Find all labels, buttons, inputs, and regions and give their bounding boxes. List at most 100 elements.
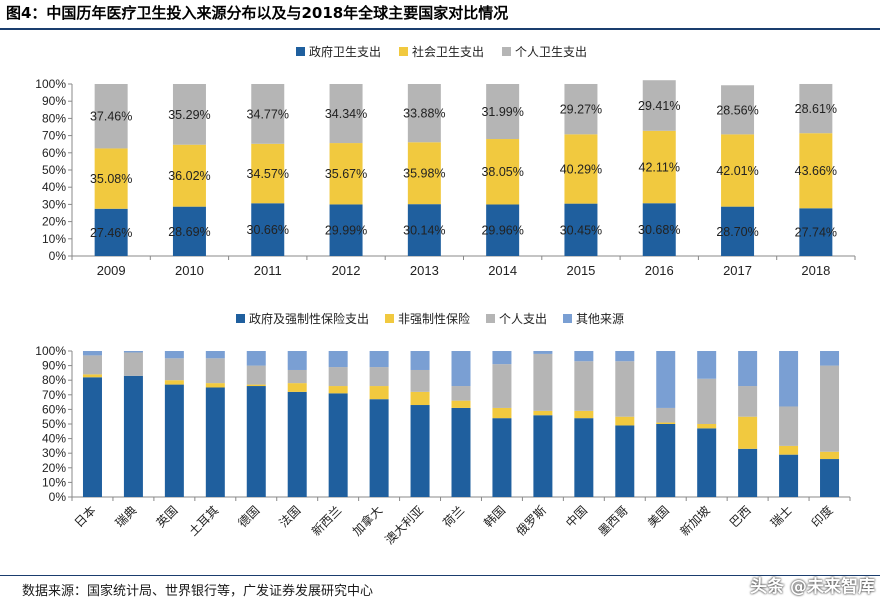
y-tick-label: 10% [42, 475, 66, 489]
bar-segment [328, 393, 348, 497]
bar-segment [492, 351, 512, 365]
bar-segment [779, 445, 799, 455]
watermark: 头条 @未来智库 [750, 577, 875, 597]
y-tick-label: 70% [42, 129, 66, 143]
bar-segment [697, 351, 717, 379]
data-label: 38.05% [481, 165, 523, 179]
bar-segment [486, 84, 520, 140]
bar-segment [779, 454, 799, 497]
bar-segment [82, 351, 102, 356]
legend-label: 非强制性保险 [398, 311, 470, 326]
bar-segment [738, 351, 758, 387]
data-label: 34.34% [325, 107, 367, 121]
x-tick-label: 2014 [488, 263, 517, 278]
bar-segment [407, 84, 441, 143]
bar-segment [820, 459, 840, 497]
figure-title: 图4：中国历年医疗卫生投入来源分布以及与2018年全球主要国家对比情况 [6, 4, 509, 22]
x-tick-label: 日本 [72, 503, 99, 530]
data-label: 30.66% [247, 223, 289, 237]
bar-segment [369, 367, 389, 387]
x-tick-label: 2016 [645, 263, 674, 278]
bar-segment [721, 134, 755, 207]
bar-segment [779, 406, 799, 446]
data-label: 31.99% [481, 105, 523, 119]
y-tick-label: 30% [42, 446, 66, 460]
data-label: 28.69% [168, 225, 210, 239]
bar-segment [164, 358, 184, 381]
y-tick-label: 30% [42, 197, 66, 211]
bar-segment [369, 386, 389, 400]
y-tick-label: 60% [42, 146, 66, 160]
bar-segment [615, 361, 635, 417]
x-tick-label: 土耳其 [186, 503, 221, 538]
bar-segment [738, 448, 758, 497]
legend-label: 政府及强制性保险支出 [249, 311, 369, 326]
y-tick-label: 0% [49, 249, 67, 263]
bar-segment [533, 415, 553, 497]
chart-country-comparison: 政府及强制性保险支出 非强制性保险 个人支出 其他来源 0%10%20%30%40%50… [35, 311, 851, 547]
bar-segment [251, 143, 285, 204]
bar-segment [451, 400, 471, 408]
bar-segment [721, 85, 755, 135]
bar-segment [799, 133, 833, 209]
bar-segment [451, 386, 471, 401]
x-tick-label: 新西兰 [308, 503, 344, 539]
bar-segment [492, 364, 512, 408]
x-tick-label: 印度 [808, 503, 836, 531]
x-tick-label: 美国 [645, 503, 672, 530]
bar-segment [799, 208, 833, 256]
legend-swatch [486, 314, 495, 323]
x-tick-label: 中国 [562, 503, 590, 531]
legend-label: 个人卫生支出 [515, 45, 587, 59]
bar-segment [410, 369, 430, 392]
bar-segment [738, 416, 758, 449]
data-label: 43.66% [795, 164, 837, 178]
y-tick-label: 20% [42, 215, 66, 229]
legend-swatch [502, 47, 511, 56]
y-tick-label: 0% [49, 490, 67, 504]
x-tick-label: 德国 [235, 503, 263, 531]
bar-segment [251, 203, 285, 256]
data-label: 29.99% [325, 224, 367, 238]
data-label: 29.96% [481, 224, 523, 238]
x-tick-label: 荷兰 [440, 503, 467, 530]
bar-segment [410, 405, 430, 497]
bar-segment [656, 422, 676, 424]
bar-segment [369, 399, 389, 497]
bar-segment [533, 351, 553, 354]
x-tick-label: 瑞典 [113, 503, 140, 530]
bar-segment [615, 425, 635, 497]
y-tick-label: 80% [42, 111, 66, 125]
x-tick-label: 韩国 [480, 503, 508, 531]
bar-segment [329, 204, 363, 256]
bar-segment [246, 351, 266, 366]
x-tick-label: 法国 [276, 503, 303, 530]
data-label: 28.56% [716, 103, 758, 117]
bar-segment [205, 358, 225, 384]
bar-segment [574, 410, 594, 419]
y-tick-label: 60% [42, 402, 66, 416]
bar-segment [642, 203, 676, 256]
x-tick-label: 新加坡 [677, 503, 713, 539]
y-tick-label: 10% [42, 232, 66, 246]
bar-segment [738, 386, 758, 417]
bar-segment [328, 386, 348, 394]
bar-segment [407, 204, 441, 256]
bar-segment [615, 351, 635, 362]
data-label: 34.57% [247, 167, 289, 181]
bar-segment [172, 206, 206, 256]
bar-segment [564, 83, 598, 135]
x-tick-label: 2013 [410, 263, 439, 278]
data-label: 35.29% [168, 108, 210, 122]
bar-segment [94, 208, 128, 256]
bar-segment [329, 143, 363, 205]
bar-segment [564, 134, 598, 204]
bar-segment [721, 206, 755, 256]
data-label: 27.74% [795, 226, 837, 240]
bar-segment [205, 387, 225, 497]
x-tick-label: 瑞士 [768, 503, 795, 530]
x-tick-label: 2017 [723, 263, 752, 278]
x-tick-label: 巴西 [727, 503, 754, 530]
y-tick-label: 100% [35, 344, 66, 358]
data-label: 34.77% [247, 107, 289, 121]
